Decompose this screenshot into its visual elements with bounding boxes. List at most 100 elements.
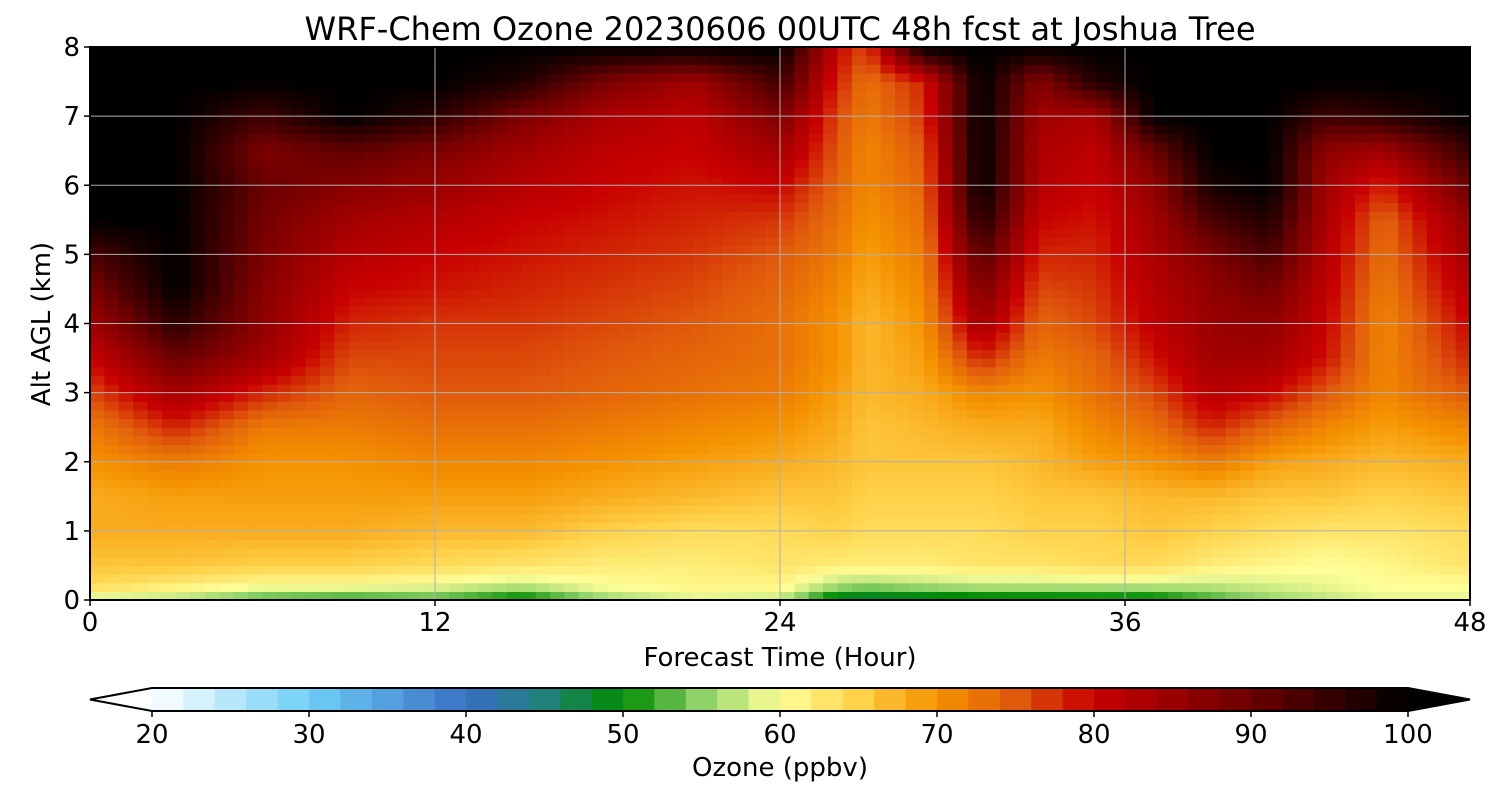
heatmap-cell [938, 375, 954, 385]
heatmap-cell [1168, 280, 1184, 290]
heatmap-cell [665, 263, 680, 273]
heatmap-cell [1311, 522, 1327, 532]
heatmap-cell [233, 530, 249, 541]
heatmap-cell [248, 280, 264, 290]
heatmap-cell [1024, 409, 1040, 420]
heatmap-cell [1369, 323, 1385, 333]
heatmap-cell [1053, 288, 1069, 299]
heatmap-cell [118, 487, 134, 497]
heatmap-cell [521, 470, 537, 480]
heatmap-cell [133, 383, 149, 394]
heatmap-cell [794, 288, 810, 299]
heatmap-cell [780, 530, 795, 541]
heatmap-cell [1355, 280, 1370, 290]
heatmap-cell [348, 418, 364, 428]
heatmap-cell [693, 228, 709, 238]
heatmap-cell [751, 401, 767, 411]
heatmap-cell [1254, 323, 1270, 333]
heatmap-cell [693, 591, 709, 601]
heatmap-cell [621, 245, 637, 255]
heatmap-cell [1038, 435, 1054, 446]
heatmap-cell [564, 245, 580, 255]
heatmap-cell [621, 366, 637, 376]
heatmap-cell [1024, 453, 1040, 463]
heatmap-cell [1110, 539, 1126, 549]
heatmap-cell [334, 219, 350, 230]
heatmap-cell [593, 159, 609, 169]
heatmap-cell [981, 582, 997, 592]
heatmap-cell [463, 254, 479, 264]
heatmap-cell [1455, 522, 1471, 532]
heatmap-cell [435, 427, 450, 437]
heatmap-cell [420, 470, 436, 480]
heatmap-cell [1225, 565, 1241, 575]
heatmap-cell [248, 435, 264, 446]
heatmap-cell [420, 556, 436, 567]
heatmap-cell [420, 245, 436, 255]
heatmap-cell [794, 245, 810, 255]
heatmap-cell [1196, 556, 1212, 567]
heatmap-cell [1426, 582, 1442, 592]
heatmap-cell [1340, 530, 1356, 541]
heatmap-cell [981, 418, 997, 428]
heatmap-cell [1024, 504, 1040, 515]
heatmap-cell [348, 574, 364, 584]
heatmap-cell [981, 435, 997, 446]
heatmap-cell [190, 574, 206, 584]
heatmap-cell [837, 332, 853, 342]
heatmap-cell [492, 375, 508, 385]
heatmap-cell [780, 211, 795, 221]
heatmap-cell [794, 185, 810, 195]
heatmap-cell [1182, 323, 1198, 333]
heatmap-cell [765, 323, 781, 333]
heatmap-cell [1081, 211, 1097, 221]
heatmap-cell [909, 539, 925, 549]
heatmap-cell [176, 591, 192, 601]
heatmap-cell [521, 219, 537, 230]
heatmap-cell [348, 479, 364, 489]
heatmap-cell [478, 522, 494, 532]
heatmap-cell [952, 245, 968, 255]
heatmap-cell [650, 176, 666, 186]
heatmap-cell [478, 513, 494, 523]
heatmap-cell [1240, 504, 1255, 515]
heatmap-cell [607, 539, 623, 549]
heatmap-cell [794, 271, 810, 281]
heatmap-cell [391, 193, 407, 204]
heatmap-cell [190, 504, 206, 515]
heatmap-cell [363, 211, 379, 221]
heatmap-cell [1383, 288, 1399, 299]
heatmap-cell [205, 504, 220, 515]
heatmap-cell [478, 591, 494, 601]
heatmap-cell [391, 427, 407, 437]
heatmap-cell [449, 522, 465, 532]
heatmap-cell [90, 487, 105, 497]
heatmap-cell [478, 539, 494, 549]
heatmap-cell [463, 383, 479, 394]
heatmap-cell [665, 193, 680, 204]
heatmap-cell [679, 263, 695, 273]
heatmap-cell [363, 383, 379, 394]
heatmap-cell [420, 375, 436, 385]
heatmap-cell [435, 582, 450, 592]
heatmap-cell [823, 383, 839, 394]
heatmap-cell [463, 193, 479, 204]
heatmap-cell [420, 582, 436, 592]
heatmap-cell [248, 263, 264, 273]
heatmap-cell [1038, 280, 1054, 290]
heatmap-cell [104, 332, 120, 342]
heatmap-cell [1024, 401, 1040, 411]
heatmap-cell [420, 176, 436, 186]
heatmap-cell [636, 470, 652, 480]
heatmap-cell [1081, 539, 1097, 549]
heatmap-cell [837, 496, 853, 506]
heatmap-cell [1412, 487, 1428, 497]
heatmap-cell [665, 280, 680, 290]
heatmap-cell [1369, 504, 1385, 515]
heatmap-cell [104, 513, 120, 523]
heatmap-cell [995, 254, 1011, 264]
heatmap-cell [1211, 565, 1227, 575]
heatmap-cell [808, 470, 824, 480]
heatmap-cell [780, 349, 795, 359]
heatmap-cell [1441, 297, 1457, 307]
